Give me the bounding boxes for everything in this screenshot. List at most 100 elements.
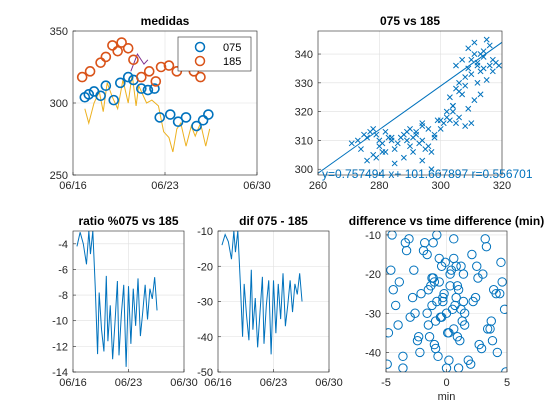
data-point [422,308,432,318]
data-point [474,62,481,69]
data-point [467,249,477,260]
data-point [393,320,403,330]
marker-stroke [468,120,475,127]
x-tick-label: 06/30 [170,377,198,389]
marker-stroke [486,62,493,69]
marker-stroke [403,128,410,135]
marker-stroke [410,149,417,155]
data-point [456,79,463,86]
data-point [492,347,503,358]
data-point [370,125,377,132]
axes-title: difference vs time difference (min) [349,214,544,228]
plot-content [76,231,158,367]
y-tick-label: -30 [365,308,381,320]
y-tick-label: 310 [295,135,313,147]
data-point [354,137,361,144]
marker-stroke [373,154,380,161]
marker-stroke [489,68,496,75]
data-point [462,74,469,81]
marker-stroke [391,146,398,153]
data-point [499,304,507,315]
axes-075-vs-185: 260 280 300 320 300 310 320 330 340 075 vs 185 y=0… [295,14,533,192]
marker-stroke [456,79,463,86]
data-point [425,125,432,132]
data-point [155,61,167,73]
data-point [445,269,455,279]
marker-stroke [403,137,410,144]
data-point [415,347,425,358]
data-point [203,109,214,120]
y-tick-label: 340 [295,49,313,61]
series-line [130,52,149,72]
y-tick-label: -30 [197,297,213,309]
data-point [398,351,408,362]
data-point [480,234,490,244]
data-point [489,68,496,75]
x-tick-label: 320 [493,180,511,192]
marker-stroke [419,137,426,144]
data-point [486,316,496,326]
marker-stroke [471,51,478,57]
marker-stroke [361,131,367,138]
data-point [447,304,458,315]
data-point [142,84,154,96]
data-point [407,143,413,150]
marker-stroke [477,91,484,98]
data-point [391,160,398,167]
data-point [357,146,364,153]
y-tick-label: -40 [365,347,381,359]
data-point [171,66,183,77]
marker-stroke [348,140,355,147]
series-line [76,231,158,367]
data-point [386,359,392,369]
data-point [457,316,467,326]
y-tick-label: 250 [50,170,68,182]
marker-stroke [449,108,456,115]
axes-title: ratio %075 vs 185 [78,214,178,228]
data-point [195,71,206,83]
data-point [440,257,450,268]
marker-stroke [480,53,487,60]
y-tick-label: 330 [295,78,313,90]
y-tick-label: -6 [58,264,68,276]
marker-stroke [443,114,450,121]
x-tick-label: 06/30 [243,180,271,192]
data-point [476,343,487,354]
marker-stroke [489,56,496,63]
data-point [100,51,112,63]
axes-box [72,30,258,176]
marker-stroke [453,62,459,69]
data-point [386,265,396,275]
x-tick-label: 260 [309,180,327,192]
data-point [348,140,355,147]
x-tick-label: 06/30 [315,377,343,389]
data-point [495,288,505,299]
data-point [180,112,192,123]
data-point [437,125,444,132]
data-point [443,108,450,115]
axes-title: medidas [141,14,190,28]
marker-stroke [431,131,438,138]
marker-stroke [495,62,502,69]
marker-stroke [462,82,469,89]
data-point [388,134,395,141]
y-tick-label: -20 [365,269,381,281]
marker-stroke [459,91,466,98]
legend-entry: 185 [223,56,241,68]
marker-stroke [357,146,364,153]
data-point [428,166,435,173]
marker-stroke [434,117,441,124]
data-point [149,83,160,94]
data-point [496,257,506,268]
data-point [446,94,453,101]
data-point [391,146,398,153]
data-point [449,253,459,264]
marker-stroke [419,157,426,164]
data-point [154,112,166,123]
data-point [435,312,446,322]
y-tick-label: -8 [58,290,68,302]
data-point [434,117,441,124]
marker-stroke [456,114,463,121]
x-tick-label: 280 [370,180,388,192]
